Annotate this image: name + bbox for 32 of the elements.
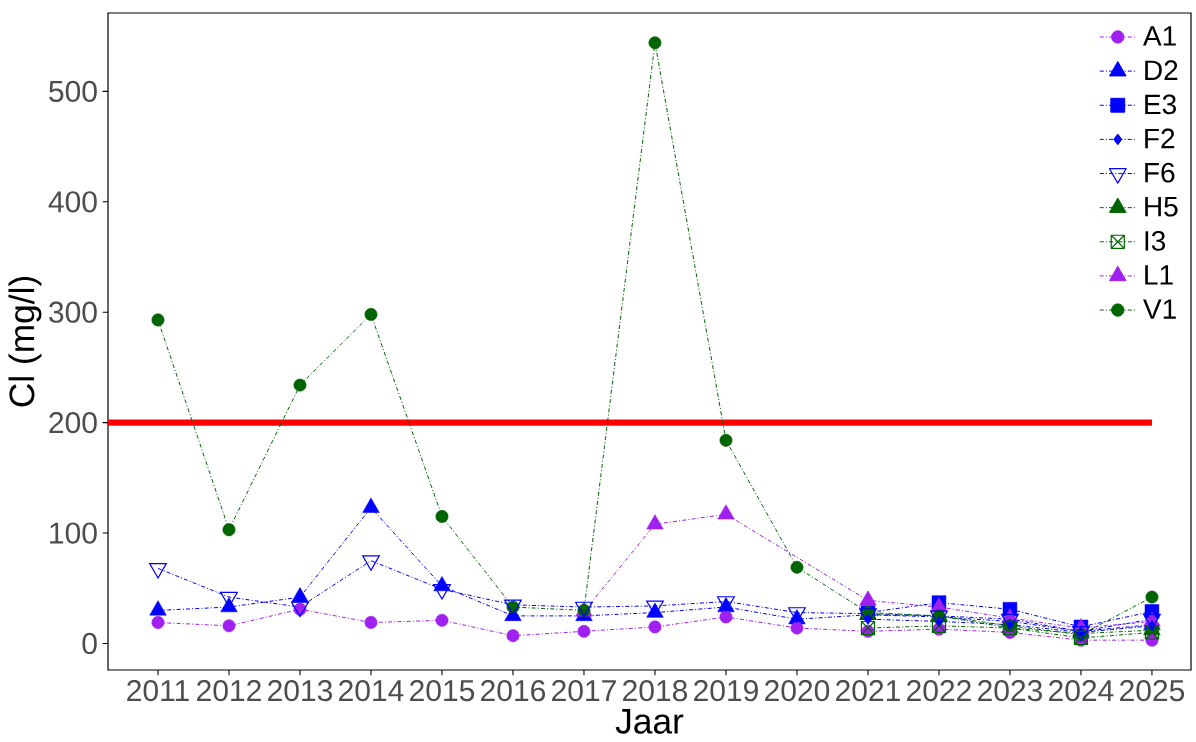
y-tick-label: 100 [50,522,97,544]
x-tick-label: 2020 [765,680,830,702]
y-tick-label: 0 [82,632,97,655]
x-tick-label: 2012 [197,680,261,702]
y-tick-label: 300 [49,301,97,323]
y-tick-label: 200 [49,412,97,434]
legend-label: F2 [1145,128,1175,149]
x-axis-title: Jaar [615,709,684,734]
x-tick-label: 2015 [410,680,475,702]
legend-label: D2 [1145,60,1178,80]
x-tick-label: 2016 [481,680,546,702]
x-tick-label: 2017 [552,680,616,702]
legend-label: L1 [1145,265,1173,285]
x-tick-label: 2018 [623,680,688,702]
legend-label: H5 [1145,197,1178,217]
legend-label: F6 [1145,162,1175,183]
x-tick-label: 2025 [1120,680,1185,702]
y-axis-title: Cl (mg/l) [8,276,42,407]
legend-label: I3 [1145,231,1166,251]
legend-label: V1 [1143,299,1176,319]
y-tick-label: 400 [48,191,97,213]
x-tick-label: 2021 [836,680,900,702]
x-tick-label: 2013 [268,680,333,702]
x-tick-label: 2011 [127,680,189,702]
x-tick-label: 2014 [339,680,404,702]
x-tick-label: 2022 [907,680,971,702]
legend-label: E3 [1145,94,1176,115]
y-tick-label: 500 [49,80,97,103]
x-tick-label: 2019 [694,680,758,702]
legend-label: A1 [1143,26,1176,46]
x-tick-label: 2024 [1049,680,1114,702]
x-tick-label: 2023 [978,680,1042,702]
